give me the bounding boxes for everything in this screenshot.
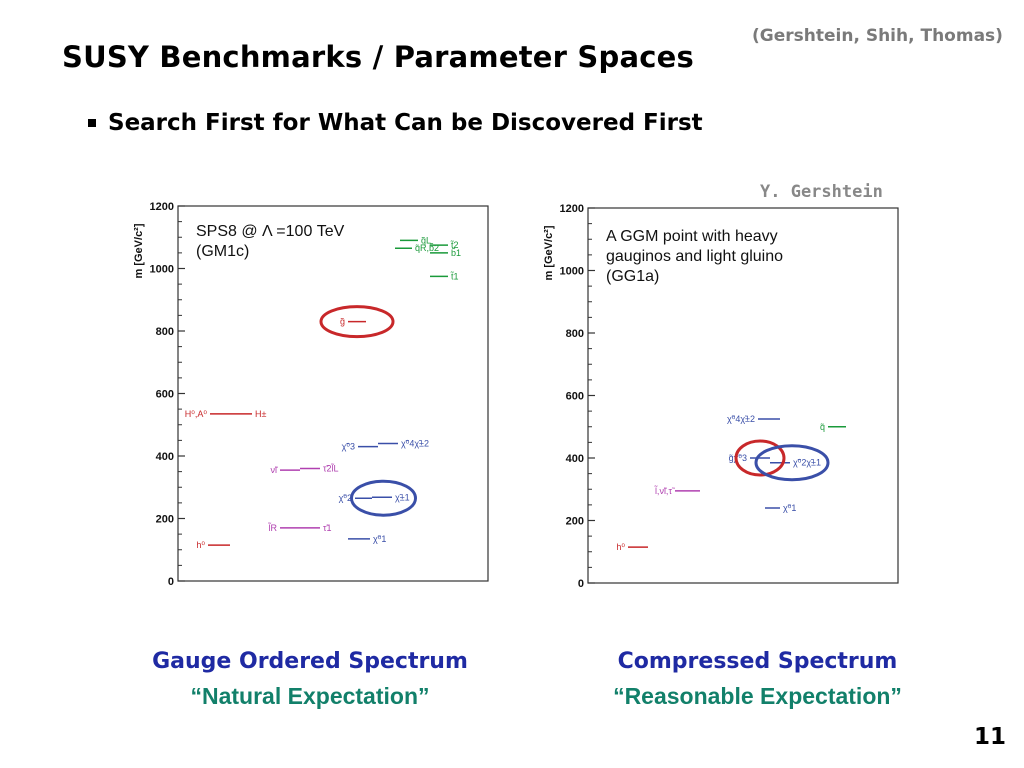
- page-number: 11: [973, 724, 1006, 750]
- mass-level-label: H±: [255, 409, 266, 419]
- y-tick-label: 400: [156, 451, 174, 463]
- spectrum-plot-right: 0 200 400 600 800 1000 1200 m [GeV/c²] A GGM poi…: [540, 196, 910, 596]
- mass-level-label: H⁰,A⁰: [185, 409, 208, 419]
- bullet-text: Search First for What Can be Discovered …: [108, 110, 703, 136]
- mass-level-label: h⁰: [616, 542, 625, 552]
- author-credit: Y. Gershtein: [760, 182, 883, 202]
- plot-annotation: A GGM point with heavy: [606, 228, 778, 245]
- plot-frame: [177, 205, 489, 582]
- citation: (Gershtein, Shih, Thomas): [752, 26, 1003, 46]
- y-tick-label: 600: [566, 391, 584, 403]
- caption-right-subtitle: “Reasonable Expectation”: [613, 683, 902, 709]
- y-tick-label: 400: [566, 453, 584, 465]
- mass-level-label: q̃: [820, 422, 825, 432]
- caption-right: Compressed Spectrum “Reasonable Expectat…: [545, 645, 970, 713]
- y-tick-label: 1200: [150, 201, 174, 213]
- caption-left-subtitle: “Natural Expectation”: [190, 683, 430, 709]
- mass-level-label: χ̃⁰1: [373, 534, 386, 544]
- mass-level-label: χ̃⁰2χ̃±1: [793, 458, 821, 468]
- caption-left: Gauge Ordered Spectrum “Natural Expectat…: [100, 645, 520, 713]
- square-bullet-icon: [88, 119, 96, 127]
- mass-level-label: q̃L: [421, 235, 431, 245]
- bullet-point: Search First for What Can be Discovered …: [88, 110, 703, 136]
- mass-level-label: q̃R,b̃2: [415, 243, 439, 253]
- y-tick-label: 800: [156, 326, 174, 338]
- spectrum-chart-right: 0 200 400 600 800 1000 1200 m [GeV/c²] A GGM poi…: [543, 203, 899, 590]
- highlight-ellipse: [350, 479, 417, 517]
- caption-left-title: Gauge Ordered Spectrum: [152, 649, 468, 674]
- mass-level-label: χ̃±1: [395, 492, 410, 502]
- highlight-ellipse: [754, 444, 830, 482]
- mass-level-label: χ̃⁰1: [783, 503, 796, 513]
- plot-annotation: gauginos and light gluino: [606, 248, 783, 265]
- mass-level-label: ν̃l: [271, 465, 280, 475]
- mass-level-label: g̃χ̃⁰3: [728, 453, 747, 463]
- y-tick-label: 1200: [560, 203, 584, 215]
- plot-annotation: (GM1c): [196, 243, 249, 260]
- y-tick-label: 800: [566, 328, 584, 340]
- mass-level-label: b̃1: [451, 247, 461, 257]
- y-tick-label: 0: [578, 578, 584, 590]
- mass-level-label: χ̃⁰3: [342, 442, 355, 452]
- slide-title: SUSY Benchmarks / Parameter Spaces: [62, 40, 694, 74]
- spectrum-plot-left: 0 200 400 600 800 1000 1200 m [GeV/c²] SPS8 @ Λ …: [130, 196, 500, 596]
- y-tick-label: 1000: [150, 264, 174, 276]
- y-tick-label: 600: [156, 389, 174, 401]
- plot-annotation: (GG1a): [606, 268, 659, 285]
- mass-level-label: l̃R: [267, 522, 277, 533]
- mass-level-label: t̃2: [450, 240, 459, 250]
- spectrum-chart-left: 0 200 400 600 800 1000 1200 m [GeV/c²] SPS8 @ Λ …: [133, 201, 489, 588]
- mass-level-label: τ̃1: [323, 523, 332, 533]
- highlight-ellipse: [319, 305, 395, 339]
- y-tick-label: 0: [168, 576, 174, 588]
- mass-level-label: g̃: [340, 317, 345, 327]
- highlight-ellipse: [734, 439, 786, 477]
- mass-level-label: l̃,ν̃l,τ̃: [654, 485, 676, 496]
- caption-right-title: Compressed Spectrum: [617, 649, 898, 674]
- mass-level-label: χ̃⁰4χ̃±2: [401, 439, 429, 449]
- y-tick-label: 200: [156, 514, 174, 526]
- mass-level-label: χ̃⁰4χ̃±2: [727, 414, 755, 424]
- y-tick-label: 1000: [560, 266, 584, 278]
- y-tick-label: 200: [566, 516, 584, 528]
- mass-level-label: t̃1: [450, 271, 459, 281]
- y-axis-label: m [GeV/c²]: [133, 223, 145, 278]
- mass-level-label: τ̃2l̃L: [323, 463, 339, 474]
- y-axis-label: m [GeV/c²]: [543, 225, 555, 280]
- mass-level-label: χ̃⁰2: [339, 493, 352, 503]
- mass-level-label: h⁰: [196, 540, 205, 550]
- plot-annotation: SPS8 @ Λ =100 TeV: [196, 223, 345, 240]
